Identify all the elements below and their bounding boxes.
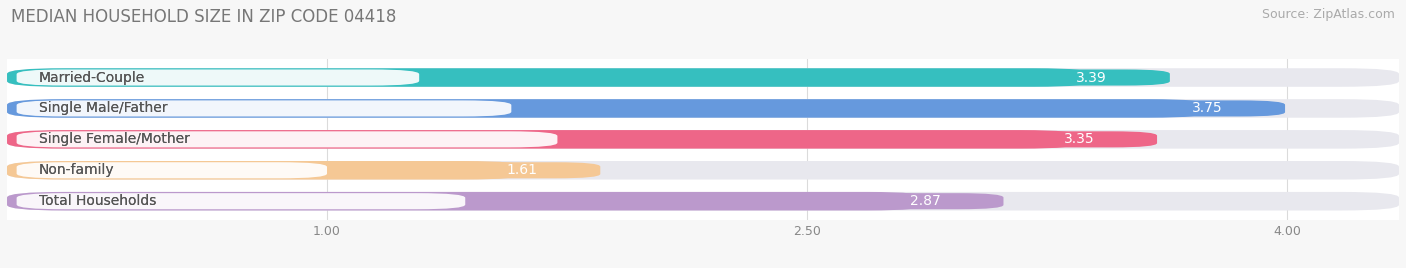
Text: Single Male/Father: Single Male/Father [39,101,167,116]
FancyBboxPatch shape [7,161,522,180]
FancyBboxPatch shape [7,99,1206,118]
FancyBboxPatch shape [17,100,512,117]
Text: Single Female/Mother: Single Female/Mother [39,132,190,146]
Text: Non-family: Non-family [39,163,115,177]
FancyBboxPatch shape [7,68,1399,87]
FancyBboxPatch shape [444,162,600,178]
Text: Single Female/Mother: Single Female/Mother [39,132,190,146]
FancyBboxPatch shape [17,162,328,178]
FancyBboxPatch shape [1129,100,1285,117]
FancyBboxPatch shape [17,193,465,209]
Text: 1.61: 1.61 [506,163,537,177]
Text: Single Male/Father: Single Male/Father [39,101,167,116]
FancyBboxPatch shape [1001,131,1157,147]
Text: Source: ZipAtlas.com: Source: ZipAtlas.com [1261,8,1395,21]
FancyBboxPatch shape [848,193,1004,209]
FancyBboxPatch shape [7,130,1078,149]
Text: Total Households: Total Households [39,194,156,208]
FancyBboxPatch shape [7,130,1399,149]
Text: Total Households: Total Households [39,194,156,208]
FancyBboxPatch shape [1014,69,1170,85]
Text: Non-family: Non-family [39,163,115,177]
FancyBboxPatch shape [7,68,1092,87]
FancyBboxPatch shape [17,69,419,85]
FancyBboxPatch shape [7,99,1399,118]
Text: 3.35: 3.35 [1064,132,1094,146]
Text: 3.39: 3.39 [1077,70,1107,84]
Text: 3.75: 3.75 [1192,101,1222,116]
Text: Married-Couple: Married-Couple [39,70,145,84]
FancyBboxPatch shape [17,131,557,147]
FancyBboxPatch shape [7,161,1399,180]
Text: MEDIAN HOUSEHOLD SIZE IN ZIP CODE 04418: MEDIAN HOUSEHOLD SIZE IN ZIP CODE 04418 [11,8,396,26]
Text: 2.87: 2.87 [910,194,941,208]
FancyBboxPatch shape [7,192,1399,210]
Text: Married-Couple: Married-Couple [39,70,145,84]
FancyBboxPatch shape [7,192,925,210]
